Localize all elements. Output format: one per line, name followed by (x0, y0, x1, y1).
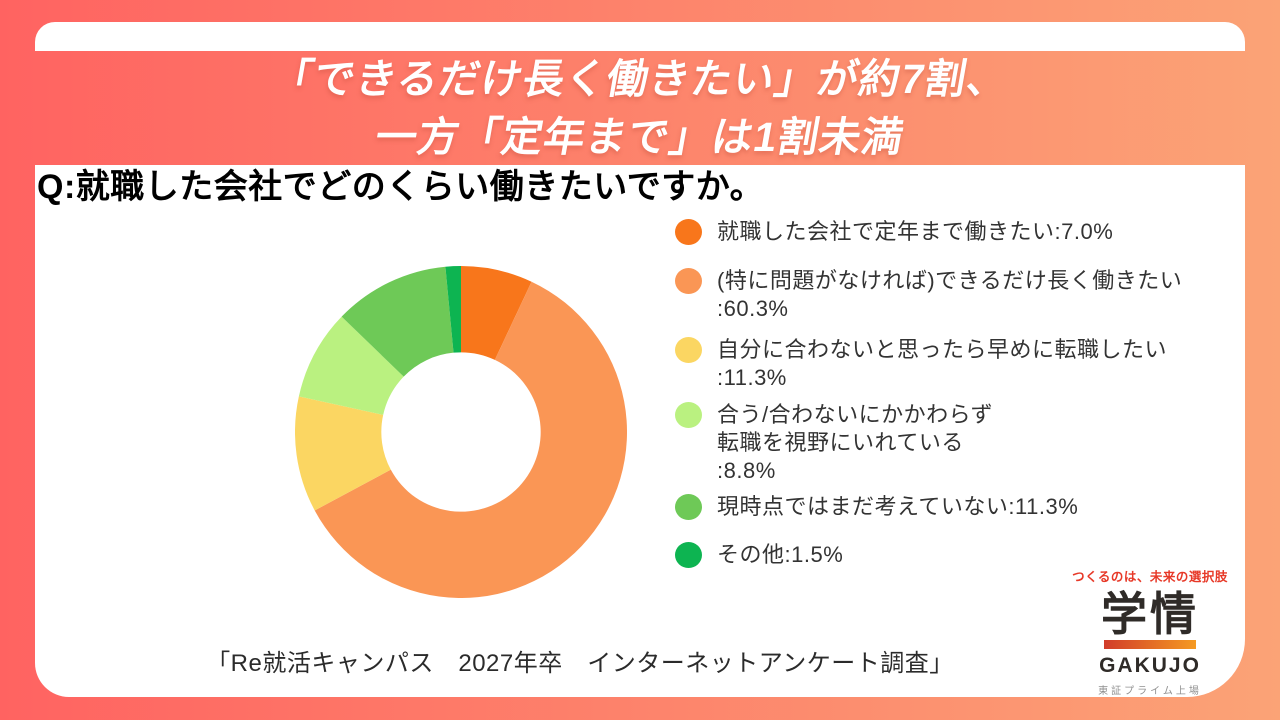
legend-label-5: その他:1.5% (717, 542, 844, 567)
legend-swatch-0 (675, 219, 702, 245)
headline-line-2: 一方「定年まで」は1割未満 (372, 114, 908, 160)
legend-swatch-2 (675, 337, 702, 363)
legend-label-0: 就職した会社で定年まで働きたい:7.0% (717, 219, 1114, 244)
legend-item-3: 合う/合わないにかかわらず 転職を視野にいれている:8.8% (675, 401, 1235, 485)
legend-label-4: 現時点ではまだ考えていない:11.3% (717, 494, 1079, 519)
survey-citation: 「Re就活キャンパス 2027年卒 インターネットアンケート調査」 (206, 650, 954, 677)
legend-swatch-3 (675, 402, 702, 428)
gakujo-logo: つくるのは、未来の選択肢 学情 GAKUJO 東証プライム上場 (1070, 566, 1230, 697)
legend-swatch-4 (675, 494, 702, 520)
legend-label-2: 自分に合わないと思ったら早めに転職したい:11.3% (717, 337, 1168, 390)
chart-legend: 就職した会社で定年まで働きたい:7.0% (特に問題がなければ)できるだけ長く働き… (675, 218, 1235, 569)
logo-gradient-bar (1104, 640, 1196, 649)
question-title: Q:就職した会社でどのくらい働きたいですか。 (37, 168, 765, 206)
donut-segment-0 (461, 266, 532, 360)
legend-item-4: 現時点ではまだ考えていない:11.3% (675, 493, 1235, 521)
headline-banner: 「できるだけ長く働きたい」が約7割、 一方「定年まで」は1割未満 (35, 51, 1245, 165)
logo-kanji-wordmark: 学情 (1101, 588, 1199, 640)
legend-item-1: (特に問題がなければ)できるだけ長く働きたい:60.3% (675, 267, 1235, 323)
legend-item-2: 自分に合わないと思ったら早めに転職したい:11.3% (675, 336, 1235, 392)
card-top-cap (35, 22, 1245, 51)
legend-label-3: 合う/合わないにかかわらず 転職を視野にいれている:8.8% (717, 402, 994, 483)
logo-latin-wordmark: GAKUJO (1099, 654, 1201, 677)
donut-chart (295, 266, 628, 599)
headline-line-1: 「できるだけ長く働きたい」が約7割、 (267, 56, 1013, 102)
content-card: Q:就職した会社でどのくらい働きたいですか。 就職した会社で定年まで働きたい:7… (35, 165, 1245, 697)
donut-chart-svg (295, 266, 628, 599)
logo-listing-note: 東証プライム上場 (1098, 686, 1202, 697)
donut-segment-2 (295, 396, 391, 511)
legend-item-5: その他:1.5% (675, 541, 1235, 569)
donut-segment-5 (445, 266, 461, 353)
logo-tagline: つくるのは、未来の選択肢 (1072, 570, 1228, 584)
legend-swatch-1 (675, 268, 702, 294)
legend-item-0: 就職した会社で定年まで働きたい:7.0% (675, 218, 1235, 246)
donut-segment-1 (314, 281, 628, 599)
donut-segment-4 (341, 266, 454, 377)
legend-label-1: (特に問題がなければ)できるだけ長く働きたい:60.3% (717, 268, 1183, 321)
legend-swatch-5 (675, 542, 702, 568)
donut-segment-3 (298, 316, 404, 415)
